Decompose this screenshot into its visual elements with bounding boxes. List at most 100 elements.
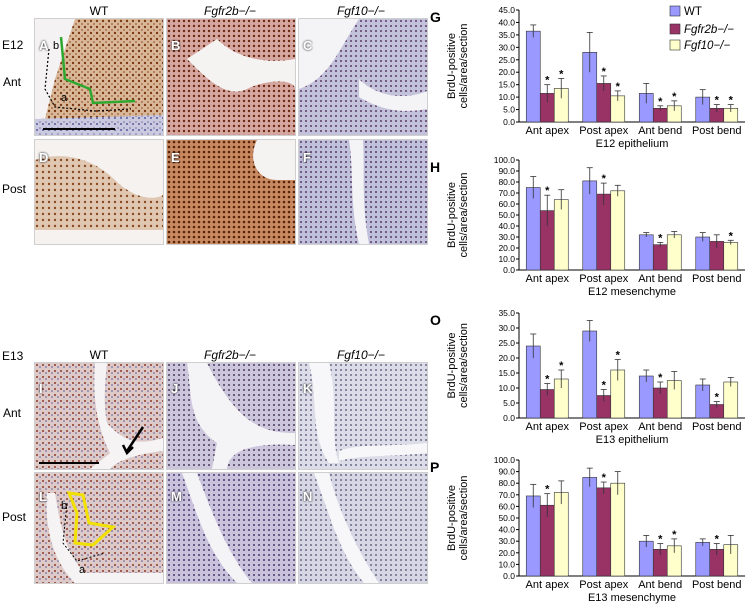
chart-ylabel-line2-o: cells/area/section (458, 323, 470, 408)
chart-bar-o (582, 330, 598, 419)
chart-bar-g (723, 108, 739, 123)
chart-significance-star-p: * (545, 484, 550, 496)
micrograph-f: F (298, 139, 428, 245)
panel-letter-a: A (39, 38, 49, 53)
chart-significance-star-g: * (602, 66, 607, 78)
chart-bar-g (610, 95, 626, 123)
tissue-image-b (167, 19, 295, 135)
chart-category-label-h: Ant bend (638, 273, 682, 285)
chart-bar-g (596, 83, 612, 123)
tissue-image-m (167, 473, 295, 583)
chart-bar-g (709, 108, 725, 123)
chart-ytick-label-o: 5.0 (503, 398, 515, 408)
tissue-image-a: b a (35, 19, 163, 135)
chart-bar-o (695, 384, 711, 419)
chart-ytick-label-o: 35.0 (498, 308, 515, 318)
chart-ytick-label-p: 40.0 (498, 525, 515, 535)
chart-bar-h (596, 193, 612, 271)
chart-bar-o (709, 404, 725, 419)
chart-significance-star-h: * (602, 173, 607, 185)
chart-significance-star-g: * (616, 81, 621, 93)
micrograph-d: D (34, 139, 164, 245)
chart-ytick-label-g: 45.0 (498, 5, 515, 15)
panel-letter-j: J (171, 381, 179, 396)
micrograph-i: I (34, 362, 164, 470)
annotation-a-e12: a (61, 92, 68, 104)
chart-bar-p (596, 487, 612, 577)
chart-ytick-label-o: 15.0 (498, 368, 515, 378)
chart-panel-letter-h: H (430, 159, 440, 175)
chart-bar-o (525, 345, 541, 419)
col-label-wt-e12: WT (89, 4, 109, 18)
chart-significance-star-o: * (559, 360, 564, 372)
chart-bar-g (539, 93, 555, 123)
chart-bar-o (553, 378, 569, 419)
chart-ytick-label-h: 80.0 (498, 177, 515, 187)
stage-label-e13: E13 (2, 349, 24, 363)
chart-bar-p (723, 544, 739, 577)
chart-bar-h (723, 242, 739, 271)
tissue-image-k (299, 363, 427, 469)
chart-ylabel-line2-g: cells/area/section (458, 24, 470, 109)
chart-ytick-label-g: 35.0 (498, 30, 515, 40)
chart-category-label-p: Post bend (692, 579, 742, 591)
chart-ytick-label-p: 30.0 (498, 536, 515, 546)
chart-ytick-label-h: 20.0 (498, 243, 515, 253)
chart-ytick-label-h: 90.0 (498, 166, 515, 176)
chart-bar-h (582, 180, 598, 271)
chart-category-label-p: Ant apex (526, 579, 570, 591)
chart-ytick-label-g: 15.0 (498, 80, 515, 90)
panel-letter-e: E (171, 150, 180, 165)
chart-ytick-label-p: 80.0 (498, 478, 515, 488)
legend-label: WT (684, 6, 702, 18)
chart-significance-star-h: * (545, 185, 550, 197)
chart-panel-letter-o: O (430, 312, 441, 328)
chart-significance-star-p: * (715, 534, 720, 546)
chart-bar-g (553, 88, 569, 123)
chart-category-label-h: Ant apex (526, 273, 570, 285)
chart-bar-p (652, 549, 668, 577)
chart-ytick-label-h: 40.0 (498, 221, 515, 231)
col-label-fgfr2b-e12: Fgfr2b−/− (203, 4, 257, 18)
chart-significance-star-o: * (715, 392, 720, 404)
tissue-image-f (299, 140, 427, 244)
chart-ytick-label-h: 60.0 (498, 199, 515, 209)
chart-bar-p (525, 495, 541, 577)
row-label-ant-e13: Ant (3, 406, 22, 420)
chart-ytick-label-p: 100.0 (494, 455, 516, 465)
chart-ytick-label-g: 40.0 (498, 17, 515, 27)
panel-letter-m: M (171, 489, 182, 504)
tissue-image-c (299, 19, 427, 135)
chart-bar-h (525, 187, 541, 271)
chart-xlabel-p: E13 mesenchyme (588, 592, 676, 604)
chart-ytick-label-o: 20.0 (498, 353, 515, 363)
chart-significance-star-g: * (545, 75, 550, 87)
chart-panel-letter-g: G (430, 9, 441, 25)
chart-significance-star-h: * (729, 230, 734, 242)
chart-bar-o (539, 389, 555, 419)
chart-bar-h (695, 236, 711, 271)
chart-bar-p (695, 542, 711, 577)
chart-bar-o (652, 387, 668, 419)
chart-ylabel-line2-p: cells/area/section (458, 476, 470, 561)
annotation-a-e13: a (79, 564, 86, 576)
chart-ytick-label-h: 100.0 (494, 155, 516, 165)
chart-ytick-label-p: 0.0 (503, 571, 515, 581)
col-label-fgf10-e12: Fgf10−/− (336, 4, 386, 18)
col-label-wt-e13: WT (89, 348, 109, 362)
micrograph-l: b a L (34, 472, 164, 584)
chart-bar-h (610, 190, 626, 271)
chart-ytick-label-g: 20.0 (498, 67, 515, 77)
row-label-post-e13: Post (2, 510, 27, 524)
tissue-image-n (299, 473, 427, 583)
chart-significance-star-p: * (658, 534, 663, 546)
panel-letter-l: L (39, 489, 47, 504)
chart-ytick-label-h: 0.0 (503, 265, 515, 275)
chart-category-label-o: Ant apex (526, 421, 570, 433)
col-label-fgfr2b-e13: Fgfr2b−/− (203, 348, 257, 362)
chart-category-label-p: Ant bend (638, 579, 682, 591)
chart-significance-star-g: * (658, 96, 663, 108)
chart-bar-o (638, 375, 654, 419)
chart-significance-star-g: * (559, 68, 564, 80)
chart-bar-p (709, 549, 725, 577)
